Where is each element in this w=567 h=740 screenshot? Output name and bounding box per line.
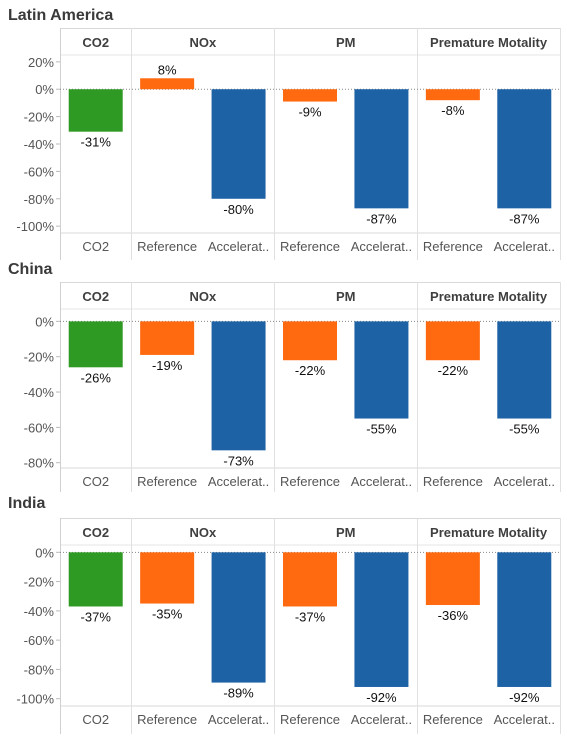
bar-co2-co2 [68,552,123,607]
y-tick-label: -20% [24,575,55,590]
group-header-pm: PM [336,35,356,50]
chart-india: CO2 NOx PM Premature Motality 0% -20% -40% -60%… [16,518,561,734]
bar-pm-reference [283,321,337,361]
bar-pm-reference [283,89,337,102]
bar-premature-motality-accelerated [497,552,552,687]
y-tick-label: -20% [24,110,55,125]
category-label: Accelerat.. [208,239,269,254]
category-label: Reference [280,474,340,489]
category-label: Reference [137,474,197,489]
group-header-premature-motality: Premature Motality [430,35,548,50]
data-label: -8% [441,103,465,118]
chart-latin-america: CO2 NOx PM Premature Motality 20% 0% -20% -40% -… [16,28,561,260]
group-header-nox: NOx [189,525,217,540]
category-label: Accelerat.. [351,239,412,254]
y-tick-label: -40% [24,604,55,619]
data-label: -55% [509,422,540,437]
data-label: -26% [81,370,112,385]
data-label: -19% [152,358,183,373]
category-label: Reference [423,474,483,489]
bar-nox-reference [140,78,195,90]
data-label: -89% [223,686,254,701]
category-label: CO2 [82,474,109,489]
group-header-premature-motality: Premature Motality [430,525,548,540]
group-header-co2: CO2 [82,35,109,50]
y-tick-label: -100% [16,692,54,707]
group-header-nox: NOx [189,289,217,304]
bar-pm-accelerated [354,552,409,687]
bar-premature-motality-accelerated [497,321,552,419]
bar-co2-co2 [68,321,123,368]
category-label: Accelerat.. [208,474,269,489]
category-label: Reference [280,239,340,254]
data-label: -37% [81,609,112,624]
y-tick-label: -80% [24,662,55,677]
category-label: CO2 [82,712,109,727]
data-label: -31% [81,135,112,150]
data-label: -87% [509,211,540,226]
bar-premature-motality-reference [425,89,480,101]
data-label: -37% [295,609,326,624]
data-label: -92% [366,690,397,705]
y-tick-label: -60% [24,164,55,179]
category-label: Accelerat.. [351,712,412,727]
category-label: Reference [137,712,197,727]
y-tick-label: -60% [24,633,55,648]
category-label: Accelerat.. [494,474,555,489]
bar-pm-accelerated [354,89,409,209]
bar-premature-motality-reference [425,321,480,361]
y-tick-label: -100% [16,219,54,234]
chart-china: CO2 NOx PM Premature Motality 0% -20% -40% -60%… [24,282,561,492]
category-label: Reference [423,239,483,254]
group-header-co2: CO2 [82,525,109,540]
bar-co2-co2 [68,89,123,132]
bar-premature-motality-accelerated [497,89,552,209]
data-label: -22% [438,363,469,378]
data-label: -80% [223,202,254,217]
y-tick-label: -20% [24,350,55,365]
panel-title-india: India [8,495,46,512]
data-label: -55% [366,422,397,437]
y-tick-label: -80% [24,192,55,207]
category-label: Accelerat.. [494,712,555,727]
bar-nox-reference [140,552,195,604]
data-label: -35% [152,607,183,622]
bar-pm-reference [283,552,337,607]
group-header-co2: CO2 [82,289,109,304]
panel-title-latin-america: Latin America [8,7,114,24]
group-header-pm: PM [336,289,356,304]
y-tick-label: 0% [35,314,54,329]
data-label: -73% [223,453,254,468]
category-label: Reference [280,712,340,727]
data-label: -22% [295,363,326,378]
group-header-premature-motality: Premature Motality [430,289,548,304]
bar-nox-accelerated [211,552,266,683]
category-label: Reference [423,712,483,727]
group-header-pm: PM [336,525,356,540]
y-tick-label: -60% [24,420,55,435]
y-tick-label: 0% [35,545,54,560]
category-label: Accelerat.. [351,474,412,489]
category-label: Accelerat.. [208,712,269,727]
data-label: -9% [298,105,322,120]
group-header-nox: NOx [189,35,217,50]
category-label: Accelerat.. [494,239,555,254]
y-tick-label: -40% [24,385,55,400]
y-tick-label: 0% [35,82,54,97]
bar-premature-motality-reference [425,552,480,606]
bar-nox-accelerated [211,321,266,451]
data-label: 8% [158,62,177,77]
data-label: -36% [438,608,469,623]
category-label: CO2 [82,239,109,254]
panel-title-china: China [8,261,53,278]
data-label: -92% [509,690,540,705]
bar-nox-accelerated [211,89,266,199]
y-tick-label: -40% [24,137,55,152]
y-tick-label: -80% [24,456,55,471]
data-label: -87% [366,211,397,226]
bar-pm-accelerated [354,321,409,419]
bar-nox-reference [140,321,195,355]
y-tick-label: 20% [28,55,54,70]
category-label: Reference [137,239,197,254]
